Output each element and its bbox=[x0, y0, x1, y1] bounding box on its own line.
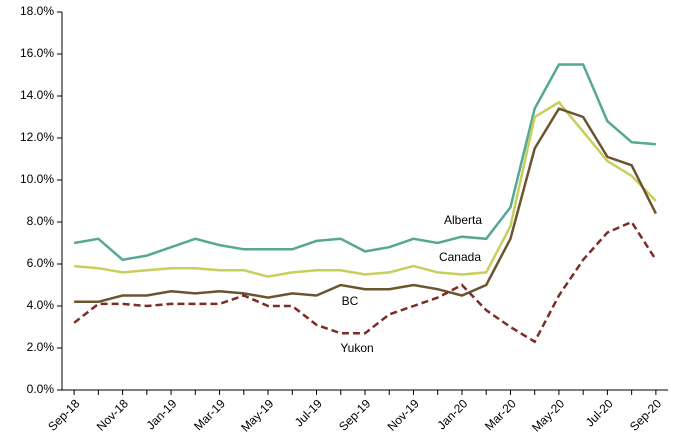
series-line bbox=[74, 107, 657, 304]
series-label: Alberta bbox=[444, 213, 482, 227]
series-line bbox=[73, 63, 656, 262]
x-tick-label: Sep-20 bbox=[627, 396, 664, 433]
y-tick-label: 10.0% bbox=[20, 172, 54, 186]
x-tick-label: Jan-19 bbox=[144, 396, 180, 432]
y-tick-label: 18.0% bbox=[20, 4, 54, 18]
y-tick-label: 12.0% bbox=[20, 130, 54, 144]
y-tick-label: 2.0% bbox=[27, 340, 55, 354]
y-tick-label: 16.0% bbox=[20, 46, 54, 60]
x-tick-label: Jul-20 bbox=[583, 396, 616, 429]
series-label: BC bbox=[342, 294, 359, 308]
x-tick-label: Nov-18 bbox=[94, 396, 131, 433]
x-tick-label: May-19 bbox=[238, 396, 276, 434]
x-tick-label: Sep-19 bbox=[336, 396, 373, 433]
y-tick-label: 8.0% bbox=[27, 214, 55, 228]
x-tick-label: Nov-19 bbox=[385, 396, 422, 433]
x-tick-label: Mar-20 bbox=[482, 396, 519, 433]
series-line bbox=[73, 220, 657, 344]
y-tick-label: 0.0% bbox=[27, 382, 55, 396]
series-line bbox=[74, 100, 657, 278]
y-tick-label: 14.0% bbox=[20, 88, 54, 102]
y-tick-label: 4.0% bbox=[27, 298, 55, 312]
x-tick-label: Jan-20 bbox=[434, 396, 470, 432]
x-tick-label: Jul-19 bbox=[292, 396, 325, 429]
x-tick-label: Sep-18 bbox=[45, 396, 82, 433]
x-tick-label: May-20 bbox=[529, 396, 567, 434]
series-label: Yukon bbox=[340, 341, 373, 355]
y-tick-label: 6.0% bbox=[27, 256, 55, 270]
x-tick-label: Mar-19 bbox=[191, 396, 228, 433]
series-label: Canada bbox=[439, 250, 481, 264]
